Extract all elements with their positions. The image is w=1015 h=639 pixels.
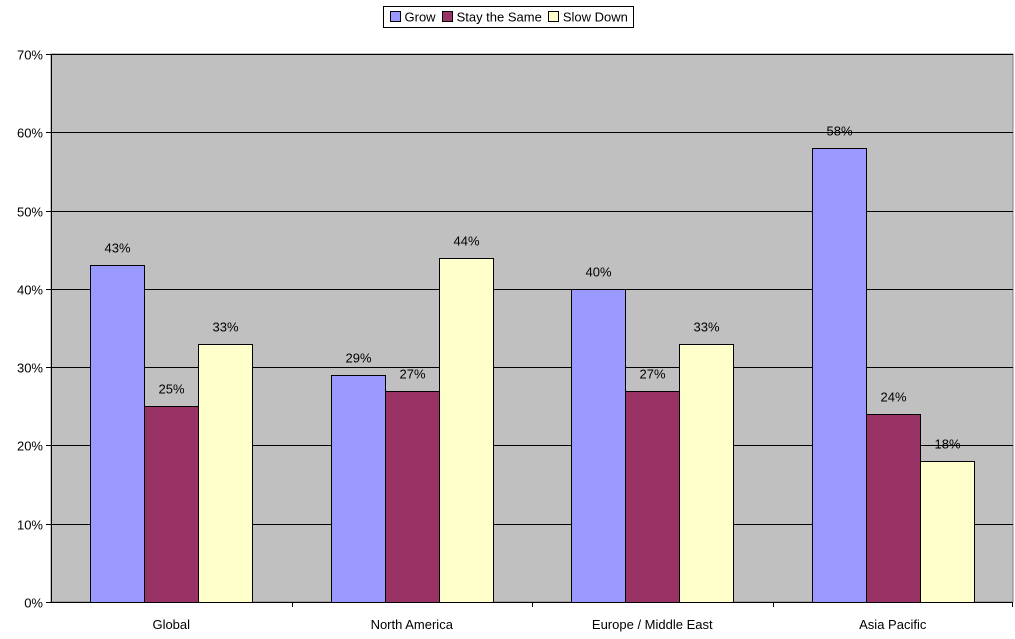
legend-label: Slow Down: [563, 10, 628, 25]
bar: [920, 461, 975, 603]
bar: [679, 344, 734, 603]
bar: [625, 391, 680, 603]
data-label: 25%: [158, 382, 184, 397]
bar: [385, 391, 440, 603]
x-tick-label: Asia Pacific: [859, 617, 927, 632]
bar: [198, 344, 253, 603]
bar: [90, 265, 145, 603]
y-tick-label: 20%: [17, 439, 43, 454]
y-tick-label: 70%: [17, 48, 43, 63]
data-label: 29%: [345, 351, 371, 366]
x-tick-label: Global: [152, 617, 190, 632]
data-label: 27%: [399, 367, 425, 382]
x-tick-label: Europe / Middle East: [592, 617, 713, 632]
data-label: 44%: [453, 234, 479, 249]
data-labels: 43% 25% 33% 29% 27% 44% 40% 27% 33% 58% 24% 18%: [104, 124, 960, 452]
y-tick-label: 50%: [17, 205, 43, 220]
legend-label: Grow: [405, 10, 437, 25]
data-label: 40%: [585, 265, 611, 280]
bar: [144, 406, 199, 603]
data-label: 24%: [880, 390, 906, 405]
data-label: 27%: [639, 367, 665, 382]
y-tick-label: 0%: [24, 596, 43, 611]
x-axis-ticks: Global North America Europe / Middle East A…: [152, 602, 1013, 632]
legend: Grow Stay the Same Slow Down: [383, 6, 634, 28]
bar: [812, 148, 867, 603]
data-label: 18%: [934, 437, 960, 452]
y-tick-label: 60%: [17, 126, 43, 141]
data-label: 33%: [212, 320, 238, 335]
legend-swatch: [442, 11, 453, 22]
y-axis-ticks: 0% 10% 20% 30% 40% 50% 60% 70%: [17, 48, 51, 611]
y-tick-label: 30%: [17, 361, 43, 376]
data-label: 33%: [693, 320, 719, 335]
y-tick-label: 10%: [17, 518, 43, 533]
legend-swatch: [548, 11, 559, 22]
x-tick-label: North America: [371, 617, 454, 632]
bar: [331, 375, 386, 603]
y-tick-label: 40%: [17, 283, 43, 298]
bar: [439, 258, 494, 603]
bar: [571, 289, 626, 603]
data-label: 58%: [826, 124, 852, 139]
legend-label: Stay the Same: [457, 10, 542, 25]
legend-swatch: [390, 11, 401, 22]
bar: [866, 414, 921, 603]
data-label: 43%: [104, 241, 130, 256]
